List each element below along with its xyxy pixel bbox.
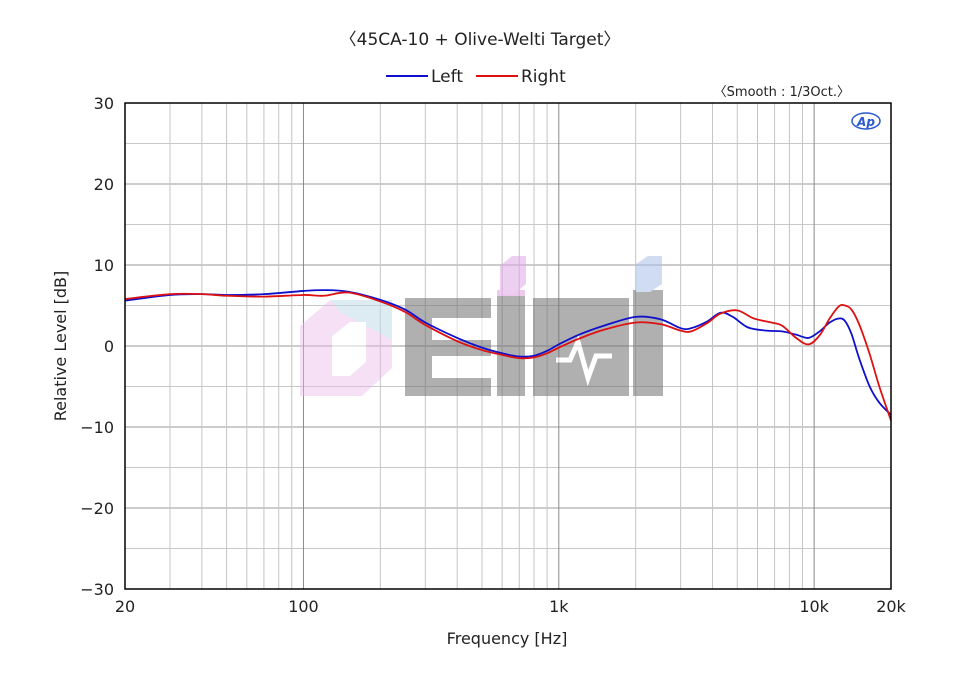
smoothing-annotation: 〈Smooth : 1/3Oct.〉 bbox=[714, 85, 850, 100]
grid bbox=[124, 102, 892, 590]
y-tick-label: 20 bbox=[94, 175, 114, 194]
y-axis-label: Relative Level [dB] bbox=[51, 271, 70, 422]
x-axis-label: Frequency [Hz] bbox=[447, 629, 568, 648]
ap-logo: Ap bbox=[851, 112, 881, 130]
x-tick-label: 20k bbox=[876, 597, 906, 616]
y-tick-label: 30 bbox=[94, 94, 114, 113]
plot-border bbox=[124, 102, 892, 590]
chart-title: 〈45CA-10 + Olive-Welti Target〉 bbox=[340, 30, 621, 50]
series-left-line bbox=[124, 289, 892, 416]
x-tick-label: 1k bbox=[549, 597, 569, 616]
y-tick-label: 0 bbox=[104, 337, 114, 356]
y-tick-label: −10 bbox=[80, 418, 114, 437]
x-tick-label: 20 bbox=[115, 597, 135, 616]
y-axis-ticks: 30 20 10 0 −10 −20 −30 bbox=[80, 94, 114, 599]
ap-logo-text: Ap bbox=[856, 115, 875, 129]
watermark-logo bbox=[300, 256, 663, 396]
x-tick-label: 10k bbox=[799, 597, 829, 616]
x-axis-ticks: 20 100 1k 10k 20k bbox=[115, 597, 907, 616]
legend-right-label: Right bbox=[521, 67, 566, 87]
series-right-line bbox=[124, 291, 892, 421]
legend-left-label: Left bbox=[431, 67, 463, 87]
series-layer bbox=[124, 289, 892, 421]
legend: Left Right bbox=[386, 67, 566, 87]
x-tick-label: 100 bbox=[288, 597, 319, 616]
y-tick-label: −30 bbox=[80, 580, 114, 599]
y-tick-label: 10 bbox=[94, 256, 114, 275]
y-tick-label: −20 bbox=[80, 499, 114, 518]
